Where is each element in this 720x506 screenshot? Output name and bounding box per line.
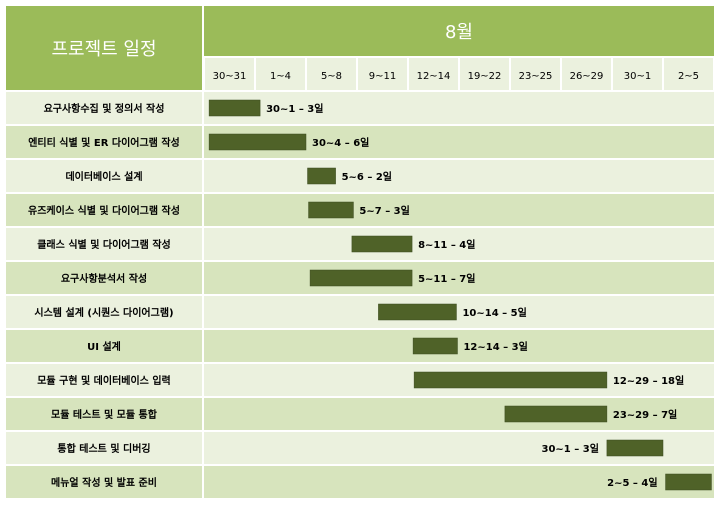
task-duration-label: 12~29 – 18일 <box>613 374 684 387</box>
task-bar <box>378 303 457 321</box>
task-bar <box>308 201 354 219</box>
period-cell <box>409 58 458 90</box>
task-label-cell <box>6 432 202 464</box>
period-cell <box>205 58 254 90</box>
task-name: 요구사항분석서 작성 <box>61 272 147 285</box>
task-bar <box>504 405 608 423</box>
task-name: 모듈 구현 및 데이터베이스 입력 <box>37 374 171 387</box>
task-row-band <box>204 296 714 328</box>
title-cell-bg <box>6 6 202 90</box>
period-cell <box>460 58 509 90</box>
task-row-band <box>204 466 714 498</box>
period-label: 19~22 <box>468 71 502 82</box>
task-name: 모듈 테스트 및 모듈 통합 <box>51 408 158 421</box>
task-row-band <box>204 160 714 192</box>
month-header-bg <box>204 6 714 56</box>
task-duration-label: 12~14 – 3일 <box>463 340 527 353</box>
period-cell <box>664 58 713 90</box>
period-cell <box>256 58 305 90</box>
task-bar <box>309 269 413 287</box>
period-label: 2~5 <box>678 71 699 82</box>
task-row-band <box>204 228 714 260</box>
task-label-cell <box>6 364 202 396</box>
period-cell <box>358 58 407 90</box>
period-cell <box>307 58 356 90</box>
period-label: 1~4 <box>270 71 291 82</box>
task-label-cell <box>6 160 202 192</box>
task-bar <box>307 167 336 185</box>
period-label: 23~25 <box>519 71 553 82</box>
task-name: 통합 테스트 및 디버깅 <box>57 442 150 455</box>
period-cell <box>613 58 662 90</box>
task-label-cell <box>6 296 202 328</box>
month-label: 8월 <box>445 22 473 43</box>
period-header-row: 30~31 1~4 5~8 9~11 12~14 19~22 23~25 26~29 30~1 2… <box>205 58 713 90</box>
period-label: 5~8 <box>321 71 342 82</box>
task-row-band <box>204 92 714 124</box>
task-duration-label: 10~14 – 5일 <box>462 306 526 319</box>
task-label-cell <box>6 126 202 158</box>
task-bar <box>351 235 413 253</box>
task-duration-label: 5~6 – 2일 <box>342 170 392 183</box>
task-label-cell <box>6 194 202 226</box>
task-label-cell <box>6 228 202 260</box>
task-label-cell <box>6 398 202 430</box>
period-label: 26~29 <box>570 71 604 82</box>
task-bar <box>665 473 712 491</box>
task-label-cell <box>6 262 202 294</box>
period-cell <box>562 58 611 90</box>
period-label: 30~1 <box>624 71 651 82</box>
task-name: UI 설계 <box>87 340 121 353</box>
task-bar <box>413 371 608 389</box>
task-row-band <box>204 194 714 226</box>
task-row-band <box>204 330 714 362</box>
task-duration-label: 2~5 – 4일 <box>607 476 657 489</box>
period-label: 9~11 <box>369 71 396 82</box>
task-duration-label: 5~11 – 7일 <box>418 272 475 285</box>
task-label-cell <box>6 92 202 124</box>
task-duration-label: 23~29 – 7일 <box>613 408 677 421</box>
task-duration-label: 8~11 – 4일 <box>418 238 475 251</box>
task-name: 엔티티 식별 및 ER 다이어그램 작성 <box>28 136 180 149</box>
task-bar <box>412 337 458 355</box>
task-label-cell <box>6 330 202 362</box>
task-name: 유즈케이스 식별 및 다이어그램 작성 <box>28 204 180 217</box>
chart-title: 프로젝트 일정 <box>51 39 156 60</box>
task-duration-label: 5~7 – 3일 <box>359 204 409 217</box>
task-duration-label: 30~1 – 3일 <box>542 442 599 455</box>
task-duration-label: 30~1 – 3일 <box>266 102 323 115</box>
task-name: 요구사항수집 및 정의서 작성 <box>44 102 165 115</box>
period-label: 30~31 <box>213 71 247 82</box>
task-row-band <box>204 398 714 430</box>
task-row-band <box>204 262 714 294</box>
task-name: 클래스 식별 및 다이어그램 작성 <box>37 238 171 251</box>
task-duration-label: 30~4 – 6일 <box>312 136 369 149</box>
task-bar <box>606 439 664 457</box>
task-bar <box>208 133 307 151</box>
task-label-cell <box>6 466 202 498</box>
period-cell <box>511 58 560 90</box>
task-name: 메뉴얼 작성 및 발표 준비 <box>51 476 157 489</box>
task-bar <box>208 99 261 117</box>
period-label: 12~14 <box>417 71 451 82</box>
task-name: 데이터베이스 설계 <box>65 170 142 183</box>
task-name: 시스템 설계 (시퀀스 다이어그램) <box>34 306 173 319</box>
